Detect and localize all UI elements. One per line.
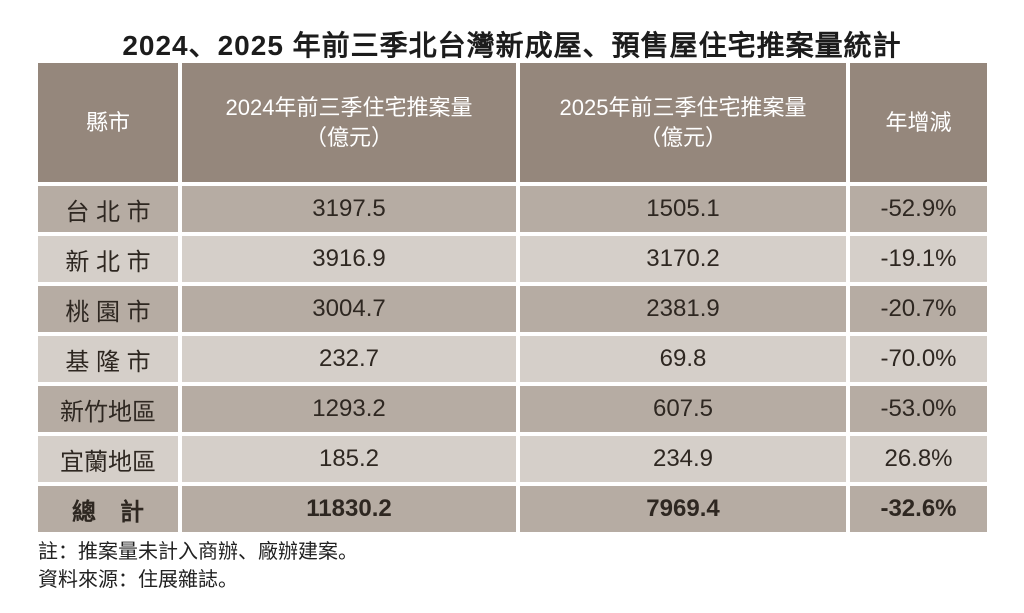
total-cell-2025: 7969.4 [520, 486, 846, 532]
table-cell-yoy: -52.9% [850, 186, 987, 232]
table-cell-2024: 185.2 [182, 436, 516, 482]
table-cell-city: 宜蘭地區 [38, 436, 178, 482]
column-header-2024-volume: 2024年前三季住宅推案量 （億元） [182, 63, 516, 182]
table-cell-city: 基 隆 市 [38, 336, 178, 382]
table-cell-city: 桃 園 市 [38, 286, 178, 332]
table-cell-2025: 69.8 [520, 336, 846, 382]
table-cell-2024: 232.7 [182, 336, 516, 382]
column-header-yoy-change: 年增減 [850, 63, 987, 182]
table-cell-yoy: -19.1% [850, 236, 987, 282]
column-header-city: 縣市 [38, 63, 178, 182]
table-cell-2024: 3004.7 [182, 286, 516, 332]
table-cell-city: 新竹地區 [38, 386, 178, 432]
table-cell-yoy: 26.8% [850, 436, 987, 482]
total-cell-2024: 11830.2 [182, 486, 516, 532]
table-cell-2025: 234.9 [520, 436, 846, 482]
housing-stats-table: 縣市 2024年前三季住宅推案量 （億元） 2025年前三季住宅推案量 （億元）… [38, 63, 987, 532]
footnotes: 註：推案量未計入商辦、廠辦建案。 資料來源：住展雜誌。 [38, 538, 358, 594]
table-cell-2024: 1293.2 [182, 386, 516, 432]
table-cell-2025: 1505.1 [520, 186, 846, 232]
footnote-source: 資料來源：住展雜誌。 [38, 569, 238, 591]
column-header-2025-volume: 2025年前三季住宅推案量 （億元） [520, 63, 846, 182]
table-cell-yoy: -53.0% [850, 386, 987, 432]
page-title: 2024、2025 年前三季北台灣新成屋、預售屋住宅推案量統計 [122, 30, 902, 61]
table-cell-2025: 3170.2 [520, 236, 846, 282]
table-cell-2024: 3916.9 [182, 236, 516, 282]
table-cell-2024: 3197.5 [182, 186, 516, 232]
table-cell-city: 台 北 市 [38, 186, 178, 232]
table-cell-city: 新 北 市 [38, 236, 178, 282]
table-cell-yoy: -70.0% [850, 336, 987, 382]
table-cell-yoy: -20.7% [850, 286, 987, 332]
table-cell-2025: 2381.9 [520, 286, 846, 332]
table-cell-2025: 607.5 [520, 386, 846, 432]
total-row-label: 總 計 [38, 486, 178, 532]
footnote-disclaimer: 註：推案量未計入商辦、廠辦建案。 [38, 541, 358, 563]
total-cell-yoy: -32.6% [850, 486, 987, 532]
